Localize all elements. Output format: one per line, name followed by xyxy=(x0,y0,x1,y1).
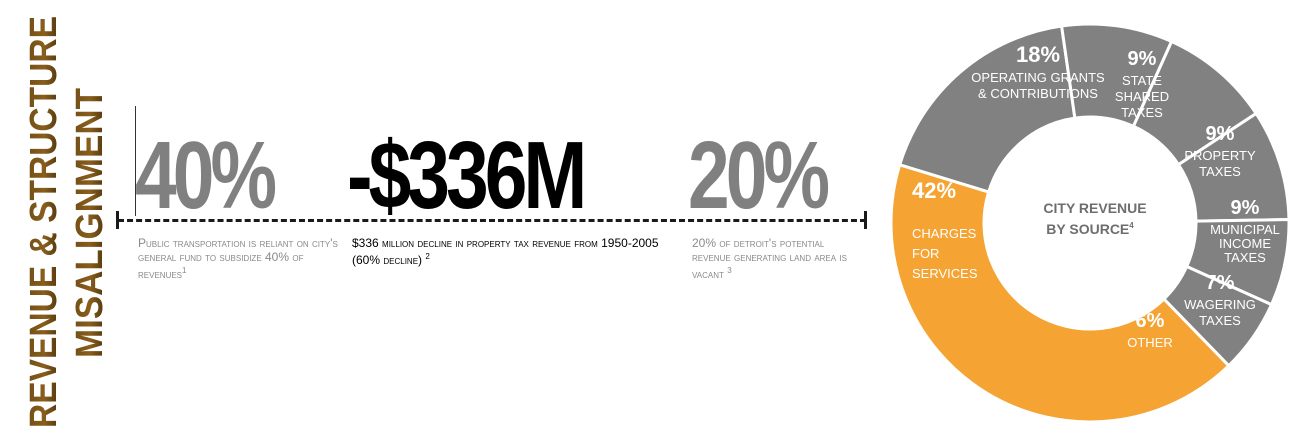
footnote-marker: 2 xyxy=(425,252,430,261)
donut-slice-label: PROPERTY xyxy=(1184,148,1256,163)
donut-pct-label: 18% xyxy=(1016,42,1060,67)
stat-desc-transit: Public transportation is reliant on city… xyxy=(138,236,338,281)
donut-slice-label: FOR xyxy=(912,246,939,261)
stat-desc-transit-tail: of revenues xyxy=(138,250,304,281)
chart-title-line1: CITY REVENUE xyxy=(1043,200,1146,216)
footnote-marker: 1 xyxy=(182,266,187,275)
donut-slice-label: TAXES xyxy=(1224,250,1266,265)
stat-value-property-tax: -$336M xyxy=(347,122,587,229)
donut-slice-label: INCOME xyxy=(1219,236,1271,251)
donut-slice-operating-grants-contributions xyxy=(897,24,1077,194)
stat-desc-vacant-land: 20% of detroit's potential revenue gener… xyxy=(692,236,862,281)
stat-desc-vacant-lead: 20% xyxy=(692,236,717,250)
donut-slice-label: OTHER xyxy=(1127,335,1173,350)
stat-value-transit: 40% xyxy=(135,122,277,229)
section-title: REVENUE & STRUCTURE MISALIGNMENT xyxy=(4,0,104,446)
section-title-line1: REVENUE & STRUCTURE xyxy=(23,16,65,428)
donut-slice-label: MUNICIPAL xyxy=(1210,222,1280,237)
revenue-donut-chart: CITY REVENUE BY SOURCE4 18% OPERATING GRA… xyxy=(890,22,1291,424)
donut-slice-label: TAXES xyxy=(1199,164,1241,179)
donut-slice-label: STATE xyxy=(1122,73,1162,88)
donut-slice-label: SERVICES xyxy=(912,266,978,281)
donut-slice-charges-for-services xyxy=(890,162,1231,424)
stat-desc-property-tail: decline) xyxy=(380,253,423,267)
chart-title-footnote: 4 xyxy=(1129,221,1134,230)
stat-desc-property-years: 1950-2005 (60% xyxy=(352,236,659,267)
chart-title-line2: BY SOURCE4 xyxy=(1046,221,1134,237)
stat-desc-vacant-tail: of detroit's potential revenue generatin… xyxy=(692,236,847,281)
donut-slice-label: TAXES xyxy=(1199,313,1241,328)
chart-title-line2-text: BY SOURCE xyxy=(1046,221,1129,237)
donut-pct-label: 7% xyxy=(1206,272,1235,294)
donut-slice-label: WAGERING xyxy=(1184,297,1256,312)
donut-slice-label: & CONTRIBUTIONS xyxy=(978,86,1098,101)
dashed-divider xyxy=(118,219,866,222)
stat-desc-transit-lead: Public transportation is reliant on city… xyxy=(138,236,338,264)
donut-slice-label: CHARGES xyxy=(912,226,977,241)
donut-slice-label: TAXES xyxy=(1121,105,1163,120)
stat-value-vacant-land: 20% xyxy=(688,122,830,229)
donut-pct-label: 9% xyxy=(1128,48,1157,70)
stat-desc-property-lead: $336 xyxy=(352,236,379,250)
donut-pct-label: 6% xyxy=(1136,310,1165,332)
donut-pct-label: 9% xyxy=(1231,197,1260,219)
donut-pct-label: 42% xyxy=(912,178,956,203)
donut-slice-label: SHARED xyxy=(1115,89,1169,104)
divider-tick-right xyxy=(864,211,867,229)
text-cursor xyxy=(135,106,136,216)
donut-pct-label: 9% xyxy=(1206,123,1235,145)
stat-desc-property-mid: million decline in property tax revenue … xyxy=(378,236,602,250)
stat-desc-property-tax: $336 million decline in property tax rev… xyxy=(352,236,662,267)
divider-tick-left xyxy=(116,211,119,229)
section-title-line2: MISALIGNMENT xyxy=(69,88,104,358)
donut-slice-label: OPERATING GRANTS xyxy=(971,70,1105,85)
stat-desc-transit-num: 40% xyxy=(264,250,290,264)
footnote-marker: 3 xyxy=(727,266,732,275)
